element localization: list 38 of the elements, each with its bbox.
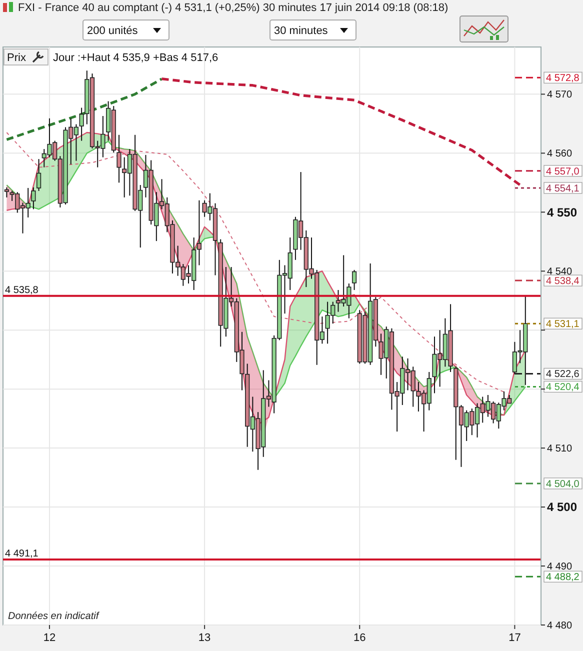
- y-axis-title: Prix: [7, 52, 26, 64]
- y-tick-label: 4 490: [547, 562, 572, 573]
- ref-line-label: 4 554,1: [546, 183, 580, 194]
- candlestick: [352, 269, 357, 290]
- line-series: [5, 78, 164, 141]
- candlestick: [79, 107, 84, 142]
- ref-line-label: 4 520,4: [546, 382, 580, 394]
- ref-line-label: 4 488,2: [546, 572, 580, 584]
- ref-line-label: 4 535,8: [5, 284, 39, 296]
- x-tick-label: 16: [354, 632, 366, 644]
- chart-title: FXI - France 40 au comptant (-) 4 531,1 (+0,25%) 30 minutes 17 juin 2014 09:18 (08:18): [18, 2, 448, 14]
- annotation: Données en indicatif: [8, 611, 100, 622]
- y-tick-label: 4 480: [547, 620, 572, 632]
- ref-line-label: 4 557,0: [546, 166, 580, 178]
- ref-line-label: 4 538,4: [546, 276, 580, 288]
- ref-line-label: 4 572,8: [546, 73, 580, 84]
- text: 200 unités: [87, 25, 138, 37]
- candlestick: [116, 134, 122, 184]
- y-tick-label: 4 550: [547, 205, 578, 220]
- y-tick-label: 4 570: [547, 90, 572, 101]
- ref-line-label: 4 531,1: [546, 319, 580, 330]
- x-tick-label: 13: [198, 632, 211, 644]
- candlestick: [36, 158, 42, 192]
- ref-line-label: 4 522,6: [546, 369, 580, 380]
- candlestick: [4, 186, 9, 198]
- y-tick-label: 4 540: [547, 266, 572, 278]
- chart-subtitle: Jour :+Haut 4 535,9 +Bas 4 517,6: [53, 52, 218, 64]
- x-tick-label: 17: [508, 632, 521, 644]
- y-tick-label: 4 560: [547, 148, 572, 160]
- candlestick: [196, 200, 202, 266]
- ref-line-label: 4 504,0: [546, 478, 580, 490]
- line-series: [160, 78, 522, 186]
- y-tick-label: 4 510: [547, 444, 572, 455]
- x-tick-label: 12: [43, 632, 56, 644]
- text: 30 minutes: [274, 25, 328, 37]
- y-tick-label: 4 500: [547, 500, 578, 514]
- ref-line-label: 4 491,1: [5, 548, 39, 560]
- candlestick: [31, 186, 36, 210]
